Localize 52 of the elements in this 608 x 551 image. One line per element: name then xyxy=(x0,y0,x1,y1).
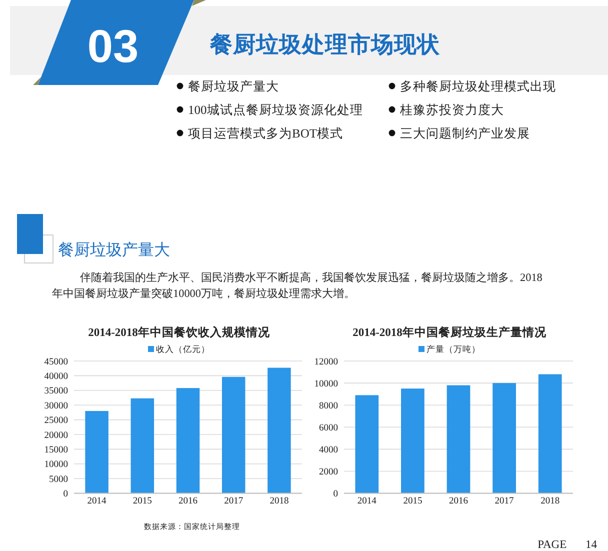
y-tick-label: 0 xyxy=(63,490,68,500)
y-tick-label: 30000 xyxy=(44,401,68,412)
text: PAGE 14 xyxy=(538,539,598,551)
y-tick-label: 8000 xyxy=(319,401,338,412)
y-tick-label: 40000 xyxy=(44,372,68,382)
x-tick-label: 2018 xyxy=(270,496,289,506)
y-tick-label: 0 xyxy=(333,490,338,500)
bar xyxy=(222,376,246,494)
bar xyxy=(85,410,108,494)
y-tick-label: 12000 xyxy=(314,357,338,368)
y-tick-label: 45000 xyxy=(44,357,68,368)
bar xyxy=(538,374,562,494)
y-tick-label: 2000 xyxy=(319,468,338,478)
x-tick-label: 2015 xyxy=(132,496,152,506)
x-tick-label: 2014 xyxy=(87,496,107,506)
bar xyxy=(130,398,154,494)
bar xyxy=(446,385,470,494)
bar xyxy=(401,388,424,494)
text: 项目运营模式多为BOT模式 xyxy=(188,126,343,140)
y-tick-label: 6000 xyxy=(319,423,338,434)
x-tick-label: 2014 xyxy=(357,496,377,506)
text: 03 xyxy=(87,20,139,72)
text: 餐厨垃圾产量大 xyxy=(188,79,279,94)
text: 桂豫苏投资力度大 xyxy=(399,102,504,117)
text: 餐厨垃圾产量大 xyxy=(58,241,170,259)
x-tick-label: 2015 xyxy=(403,496,422,506)
bar xyxy=(268,368,291,494)
bar xyxy=(176,388,200,494)
x-tick-label: 2017 xyxy=(494,496,514,506)
text: 餐厨垃圾处理市场现状 xyxy=(209,31,441,57)
text: 100城试点餐厨垃圾资源化处理 xyxy=(188,102,363,117)
y-tick-label: 25000 xyxy=(44,416,68,426)
text: 三大问题制约产业发展 xyxy=(400,126,530,140)
y-tick-label: 10000 xyxy=(44,460,68,470)
legend-label: 收入（亿元） xyxy=(156,344,210,354)
y-tick-label: 4000 xyxy=(319,446,338,456)
bar xyxy=(355,395,379,494)
x-tick-label: 2018 xyxy=(540,496,560,506)
x-tick-label: 2016 xyxy=(178,496,198,506)
chart-title: 2014-2018年中国餐厨垃圾生产量情况 xyxy=(352,325,548,339)
y-tick-label: 20000 xyxy=(44,430,68,441)
x-tick-label: 2017 xyxy=(224,496,244,506)
text: 多种餐厨垃圾处理模式出现 xyxy=(400,79,556,94)
y-tick-label: 5000 xyxy=(49,474,68,485)
y-tick-label: 15000 xyxy=(44,446,68,456)
text: 伴随着我国的生产水平、国民消费水平不断提高，我国餐饮发展迅猛，餐厨垃圾随之增多。2018年中国餐厨垃圾产量突破10000万吨，餐厨垃圾处理需求大增。 xyxy=(52,271,544,302)
bar xyxy=(492,383,516,494)
x-tick-label: 2016 xyxy=(449,496,468,506)
legend-label: 产量（万吨） xyxy=(426,344,480,354)
y-tick-label: 35000 xyxy=(44,386,68,397)
y-tick-label: 10000 xyxy=(314,379,338,390)
chart-title: 2014-2018年中国餐饮收入规模情况 xyxy=(88,325,271,339)
